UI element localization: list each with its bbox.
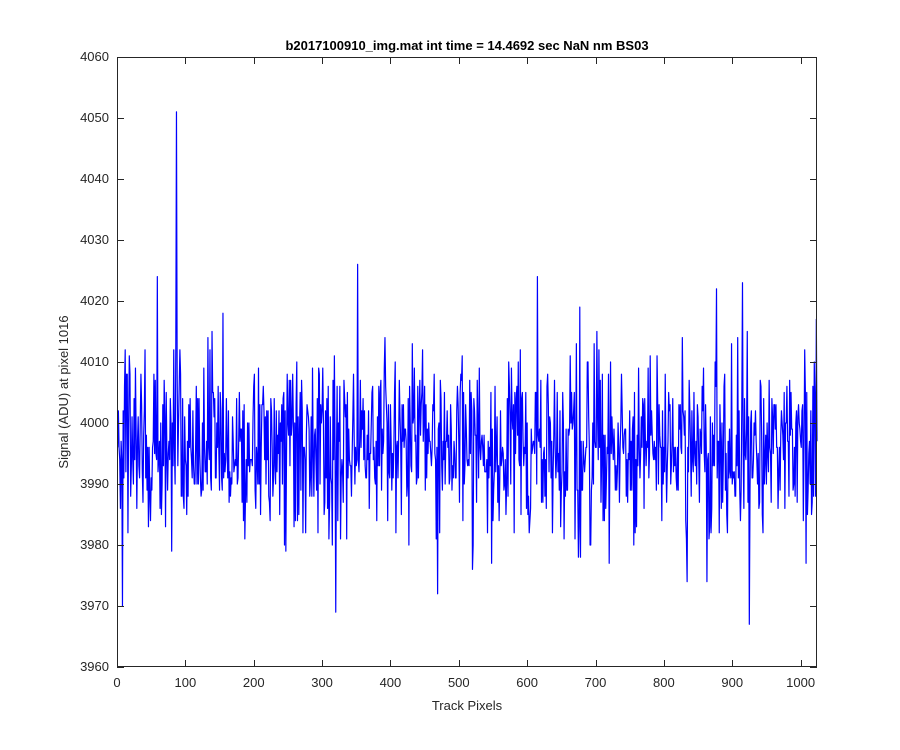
x-tick-label: 600: [516, 675, 538, 690]
y-tick-label: 3960: [80, 659, 109, 674]
data-layer: [117, 111, 818, 625]
x-tick-label: 700: [585, 675, 607, 690]
x-tick-label: 200: [243, 675, 265, 690]
x-axis: 0 100 200 300 400 500 600 700 800 900 1000: [113, 57, 815, 690]
x-tick-label: 500: [448, 675, 470, 690]
y-tick-label: 4020: [80, 293, 109, 308]
x-axis-label: Track Pixels: [432, 698, 503, 713]
y-tick-label: 4030: [80, 232, 109, 247]
x-tick-label: 300: [311, 675, 333, 690]
x-tick-label: 1000: [786, 675, 815, 690]
y-axis: 3960 3970 3980 3990 4000 4010 4020 4030 4040 4050…: [80, 49, 817, 674]
y-tick-label: 4010: [80, 354, 109, 369]
series-line: [117, 111, 818, 625]
plot-area: 0 100 200 300 400 500 600 700 800 900 1000 3960 397…: [80, 49, 818, 690]
y-axis-label: Signal (ADU) at pixel 1016: [56, 315, 71, 468]
x-tick-label: 100: [175, 675, 197, 690]
y-tick-label: 3990: [80, 476, 109, 491]
chart-title: b2017100910_img.mat int time = 14.4692 s…: [285, 38, 648, 53]
y-tick-label: 4040: [80, 171, 109, 186]
x-tick-label: 900: [721, 675, 743, 690]
y-tick-label: 3970: [80, 598, 109, 613]
x-tick-label: 800: [653, 675, 675, 690]
x-tick-label: 400: [380, 675, 402, 690]
y-tick-label: 3980: [80, 537, 109, 552]
y-tick-label: 4000: [80, 415, 109, 430]
x-tick-label: 0: [113, 675, 120, 690]
y-tick-label: 4060: [80, 49, 109, 64]
axes-background: [117, 57, 817, 667]
y-tick-label: 4050: [80, 110, 109, 125]
